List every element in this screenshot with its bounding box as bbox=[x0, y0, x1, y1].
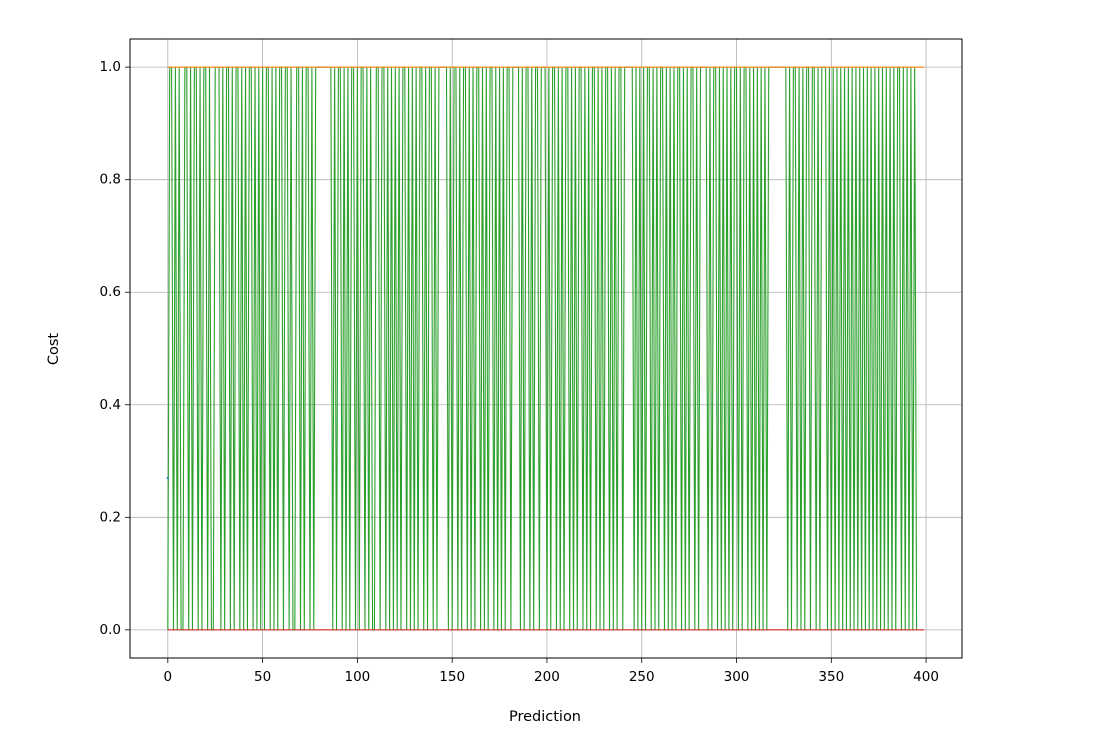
line bbox=[167, 66, 918, 631]
x-tick-label: 400 bbox=[913, 669, 939, 685]
y-axis-label: Cost bbox=[46, 333, 62, 366]
x-tick-label: 250 bbox=[629, 669, 655, 685]
x-tick-label: 150 bbox=[439, 669, 465, 685]
y-tick-label: 1.0 bbox=[100, 59, 121, 75]
x-tick-label: 200 bbox=[534, 669, 560, 685]
x-tick-label: 350 bbox=[818, 669, 844, 685]
x-tick-label: 100 bbox=[344, 669, 370, 685]
y-tick-label: 0.8 bbox=[100, 172, 121, 188]
y-tick-label: 0.4 bbox=[100, 397, 121, 413]
x-axis-label: Prediction bbox=[509, 709, 581, 725]
y-tick-label: 0.0 bbox=[100, 622, 121, 638]
x-tick-label: 50 bbox=[254, 669, 271, 685]
point bbox=[166, 476, 170, 480]
x-tick-label: 0 bbox=[164, 669, 173, 685]
x-tick-label: 300 bbox=[724, 669, 750, 685]
y-tick-label: 0.2 bbox=[100, 509, 121, 525]
y-tick-label: 0.6 bbox=[100, 284, 121, 300]
plot-frame bbox=[129, 38, 963, 659]
